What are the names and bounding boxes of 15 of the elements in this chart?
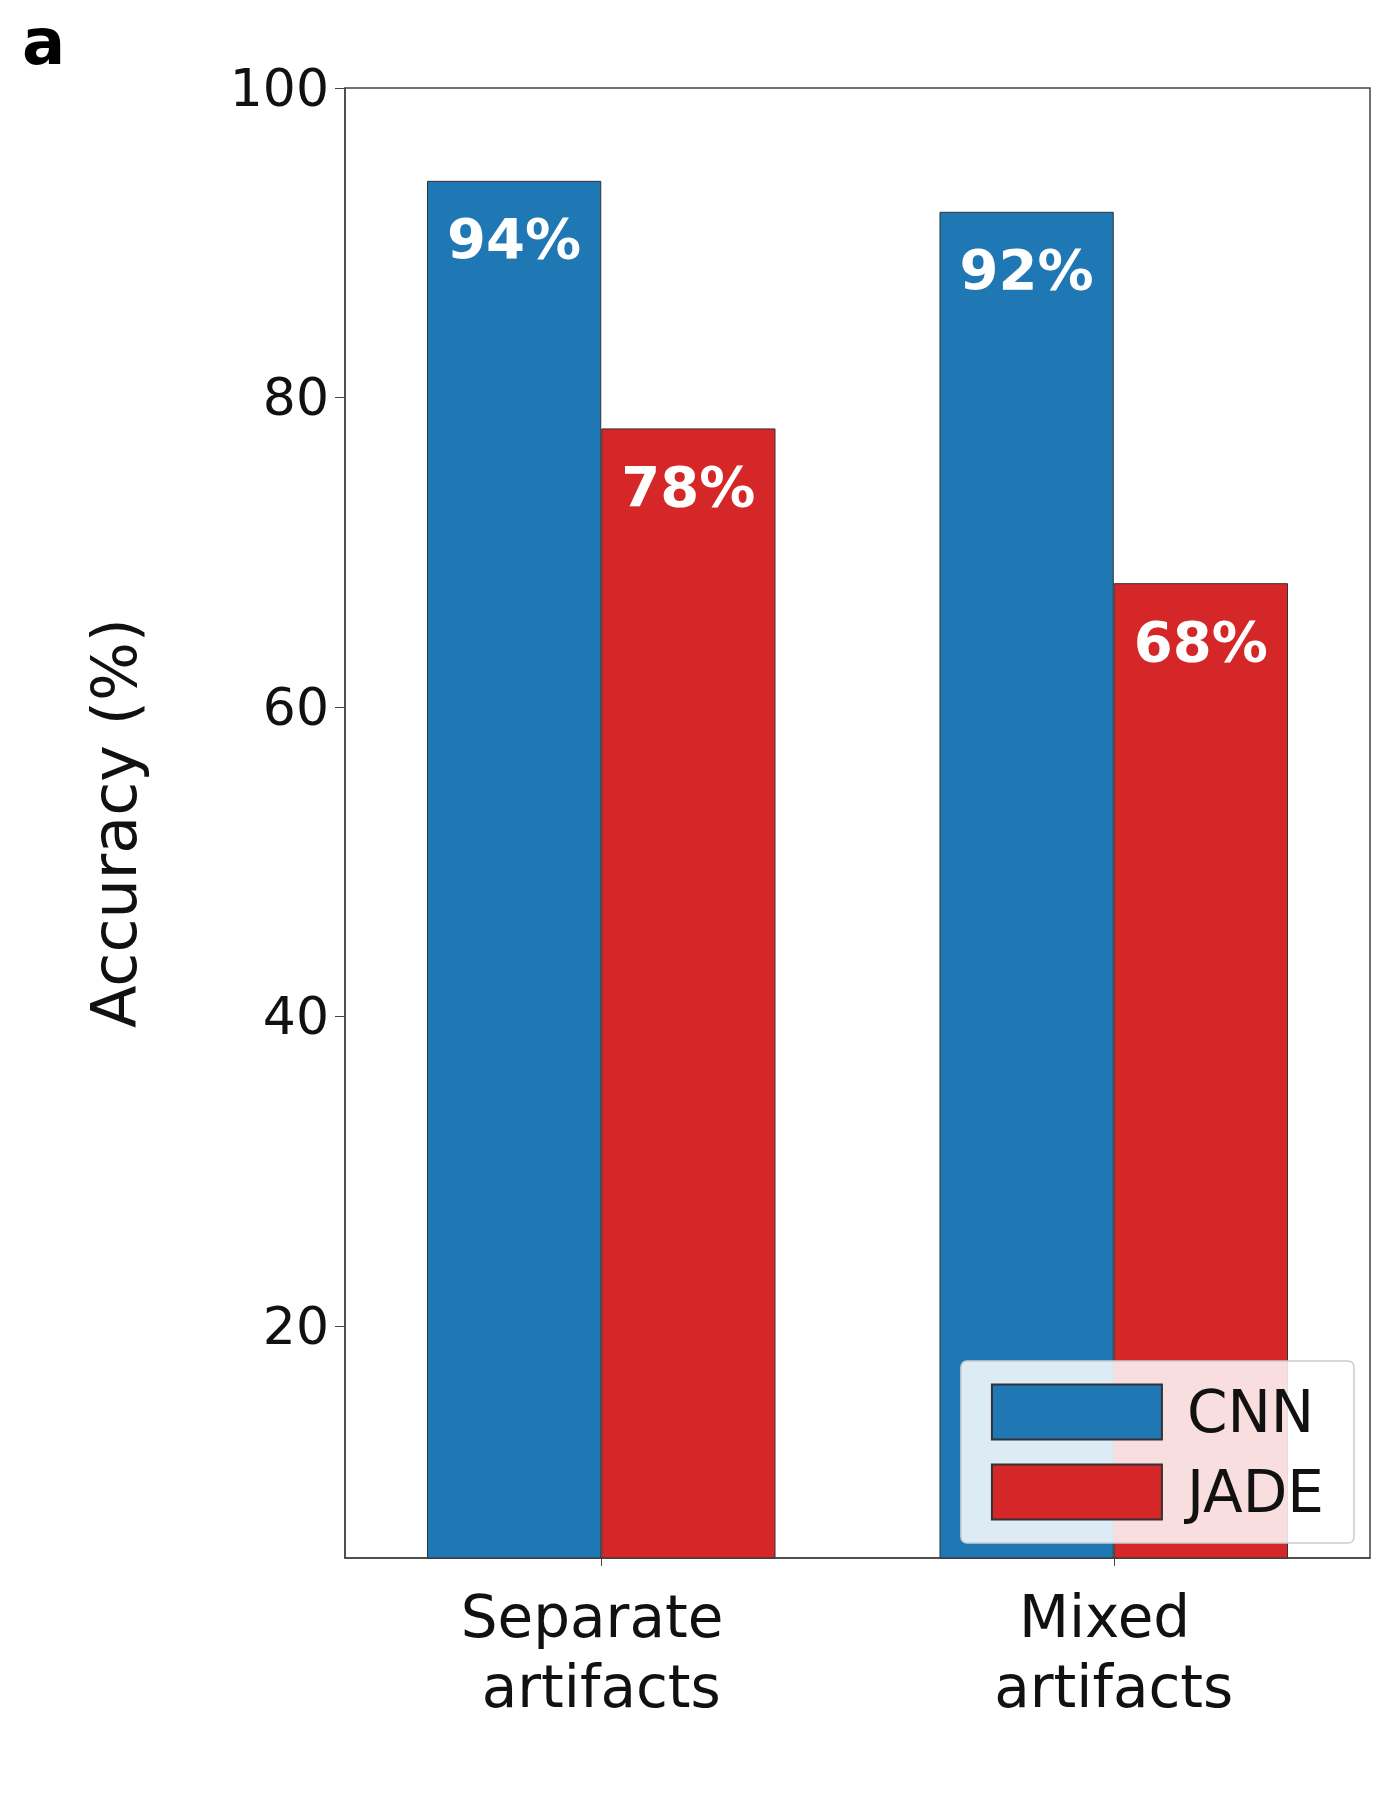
text: a bbox=[22, 5, 66, 79]
data-label: 94% bbox=[447, 206, 582, 272]
y-tick-label: 40 bbox=[262, 986, 329, 1047]
y-tick-label: 80 bbox=[262, 367, 329, 428]
x-tick-label: Separate artifacts bbox=[460, 1583, 742, 1721]
data-label: 68% bbox=[1133, 608, 1268, 674]
y-tick-label: 100 bbox=[229, 58, 329, 118]
data-label: 92% bbox=[959, 237, 1094, 303]
legend-label: JADE bbox=[1183, 1458, 1325, 1526]
y-tick-label: 20 bbox=[262, 1295, 329, 1356]
x-tick-label: Mixed artifacts bbox=[994, 1583, 1234, 1721]
y-tick-label: 60 bbox=[262, 676, 329, 737]
legend-label: CNN bbox=[1186, 1378, 1315, 1446]
y-axis-title: Accuracy (%) bbox=[77, 617, 151, 1029]
data-label: 78% bbox=[621, 453, 756, 519]
